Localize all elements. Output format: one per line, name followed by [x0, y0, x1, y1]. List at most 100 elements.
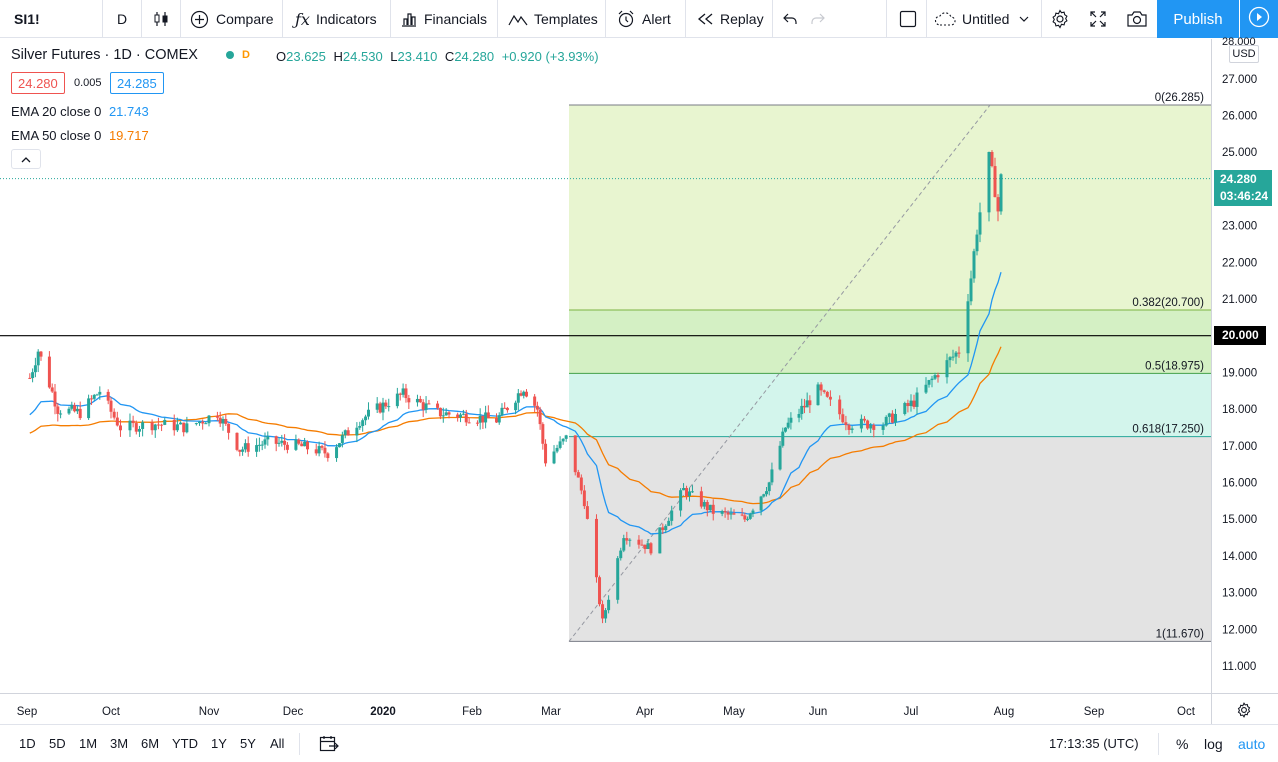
- interval-button[interactable]: D: [117, 0, 127, 38]
- range-1d[interactable]: 1D: [19, 736, 36, 751]
- candle-body: [467, 422, 471, 424]
- candle-body: [945, 360, 949, 378]
- candle-body: [459, 414, 463, 418]
- fib-level-label: 1(11.670): [1156, 628, 1205, 640]
- candle-body: [859, 418, 863, 429]
- candle-body: [705, 502, 709, 511]
- candle-body: [679, 490, 683, 511]
- ema20-legend[interactable]: EMA 20 close 0 21.743: [11, 104, 149, 119]
- candle-body: [658, 527, 662, 554]
- gear-icon: [1050, 9, 1070, 29]
- candle-body: [582, 490, 586, 507]
- financials-button[interactable]: Financials: [400, 0, 487, 38]
- candle-body: [95, 394, 99, 396]
- auto-scale-toggle[interactable]: auto: [1238, 736, 1266, 752]
- range-1y[interactable]: 1Y: [211, 736, 227, 751]
- candle-body: [781, 431, 785, 446]
- currency-button[interactable]: USD: [1229, 45, 1259, 63]
- range-1m[interactable]: 1M: [79, 736, 98, 751]
- candle-body: [884, 416, 888, 426]
- alarm-clock-icon: [616, 9, 636, 29]
- candle-body: [978, 212, 982, 235]
- candle-body: [134, 423, 138, 432]
- candle-body: [198, 421, 202, 424]
- sell-price-box[interactable]: 24.280: [11, 72, 65, 94]
- clock-timezone-button[interactable]: 17:13:35 (UTC): [1049, 736, 1139, 751]
- top-toolbar: SI1! D Compare ƒx Indicators Financials …: [0, 0, 1278, 38]
- collapse-legend-button[interactable]: [11, 149, 41, 169]
- candle-body: [243, 443, 247, 450]
- buy-price-box[interactable]: 24.285: [110, 72, 164, 94]
- low-label: L: [390, 49, 398, 64]
- range-3m[interactable]: 3M: [110, 736, 129, 751]
- replay-button[interactable]: Replay: [697, 0, 764, 38]
- compare-button[interactable]: Compare: [190, 0, 274, 38]
- candle-body: [975, 234, 979, 252]
- candle-body: [421, 402, 425, 410]
- fullscreen-button[interactable]: [1089, 0, 1107, 38]
- candle-body: [246, 443, 250, 452]
- undo-button[interactable]: [782, 0, 798, 38]
- alert-button[interactable]: Alert: [616, 0, 671, 38]
- candle-body: [519, 393, 523, 396]
- status-dot-icon: [226, 51, 234, 59]
- log-scale-toggle[interactable]: log: [1204, 736, 1223, 752]
- fibonacci-retracement[interactable]: 0(26.285) 0.382(20.700) 0.5(18.975) 0.618(1…: [568, 92, 1211, 642]
- price-chart[interactable]: 0(26.285) 0.382(20.700) 0.5(18.975) 0.618(1…: [0, 39, 1278, 724]
- price-tick-label: 17.000: [1222, 441, 1257, 453]
- candle-body: [314, 449, 318, 454]
- price-tick-label: 27.000: [1222, 74, 1257, 86]
- candle-body: [407, 398, 411, 403]
- chart-type-button[interactable]: [152, 0, 170, 38]
- candle-body: [260, 444, 264, 446]
- horizontal-line-price-tag[interactable]: 20.000: [1214, 326, 1266, 345]
- redo-button[interactable]: [810, 0, 826, 38]
- candle-body: [646, 543, 650, 549]
- candles-icon: [152, 10, 170, 28]
- play-button[interactable]: [1240, 0, 1278, 38]
- templates-button[interactable]: Templates: [508, 0, 598, 38]
- candle-body: [427, 403, 431, 405]
- time-tick-label: Aug: [994, 706, 1014, 718]
- range-all[interactable]: All: [270, 736, 285, 751]
- range-5y[interactable]: 5Y: [240, 736, 256, 751]
- candle-body: [364, 416, 368, 421]
- candle-body: [263, 439, 267, 445]
- goto-date-button[interactable]: [319, 735, 339, 758]
- percent-scale-toggle[interactable]: %: [1176, 736, 1189, 752]
- range-5d[interactable]: 5D: [49, 736, 66, 751]
- range-ytd[interactable]: YTD: [172, 736, 198, 751]
- layout-name-button[interactable]: Untitled: [934, 0, 1029, 38]
- candle-body: [622, 538, 626, 551]
- ema50-legend[interactable]: EMA 50 close 0 19.717: [11, 128, 149, 143]
- candle-body: [241, 449, 245, 452]
- time-tick-label: Jun: [809, 706, 828, 718]
- candle-body: [723, 511, 727, 513]
- candle-body: [87, 398, 91, 419]
- fullscreen-layout-button[interactable]: [899, 0, 917, 38]
- candle-body: [456, 414, 460, 418]
- indicators-button[interactable]: ƒx Indicators: [295, 0, 377, 38]
- candle-body: [415, 398, 419, 403]
- settings-button[interactable]: [1050, 0, 1070, 38]
- candle-body: [238, 449, 242, 452]
- candle-body: [418, 398, 422, 403]
- candle-body: [767, 482, 771, 492]
- candle-body: [31, 372, 35, 379]
- candle-body: [33, 365, 37, 373]
- market-status-badge[interactable]: D: [218, 46, 258, 64]
- chart-settings-button[interactable]: [1236, 702, 1252, 723]
- publish-button[interactable]: Publish: [1157, 0, 1239, 38]
- snapshot-button[interactable]: [1126, 0, 1148, 38]
- candle-body: [838, 399, 842, 415]
- candle-body: [221, 418, 225, 424]
- range-6m[interactable]: 6M: [141, 736, 160, 751]
- price-tick-label: 25.000: [1222, 147, 1257, 159]
- candle-body: [850, 428, 854, 430]
- ema50-path: [29, 346, 1002, 505]
- symbol-search-button[interactable]: SI1!: [14, 0, 40, 38]
- candle-body: [118, 425, 122, 431]
- candle-body: [317, 446, 321, 454]
- time-tick-label: Jul: [904, 706, 919, 718]
- candle-body: [564, 435, 568, 439]
